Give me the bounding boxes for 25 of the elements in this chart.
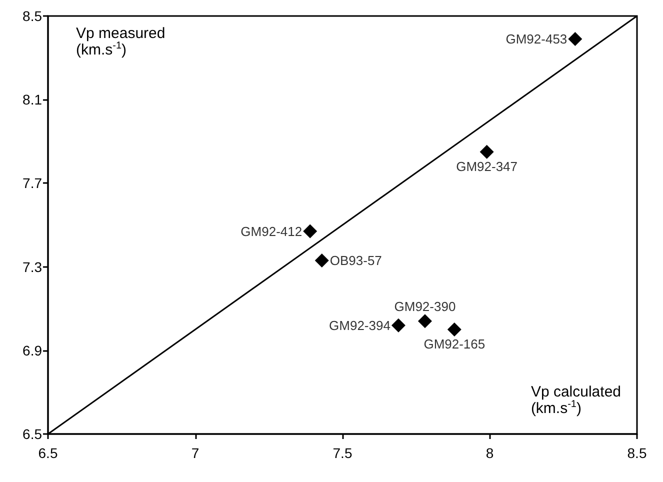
annotation: GM92-390 — [394, 299, 456, 314]
y-tick-label: 8.5 — [22, 8, 42, 24]
point — [418, 314, 432, 328]
x-tick-label: 8.5 — [627, 445, 647, 461]
annotation: GM92-412 — [240, 224, 302, 239]
annotation: GM92-453 — [506, 31, 568, 46]
y-tick-label: 8.1 — [22, 92, 42, 108]
annotation: GM92-165 — [424, 336, 486, 352]
point — [391, 318, 406, 332]
annotation: GM92-347 — [456, 158, 518, 174]
x-tick-label: 7 — [191, 445, 200, 461]
point — [480, 144, 494, 159]
annotation: OB93-57 — [330, 253, 382, 268]
point — [447, 322, 462, 336]
y-tick-label: 6.9 — [22, 342, 42, 358]
y-tick-label: 7.3 — [22, 258, 42, 275]
x-tick-label: 7.5 — [332, 445, 352, 461]
x-tick-label: 6.5 — [38, 445, 58, 461]
point — [568, 32, 582, 46]
point — [303, 224, 318, 238]
y-tick-label: 6.5 — [22, 426, 42, 442]
y-tick-label: 7.7 — [22, 175, 42, 192]
x-tick-label: 8 — [486, 445, 494, 461]
annotation: GM92-394 — [329, 318, 390, 333]
point — [314, 254, 329, 268]
